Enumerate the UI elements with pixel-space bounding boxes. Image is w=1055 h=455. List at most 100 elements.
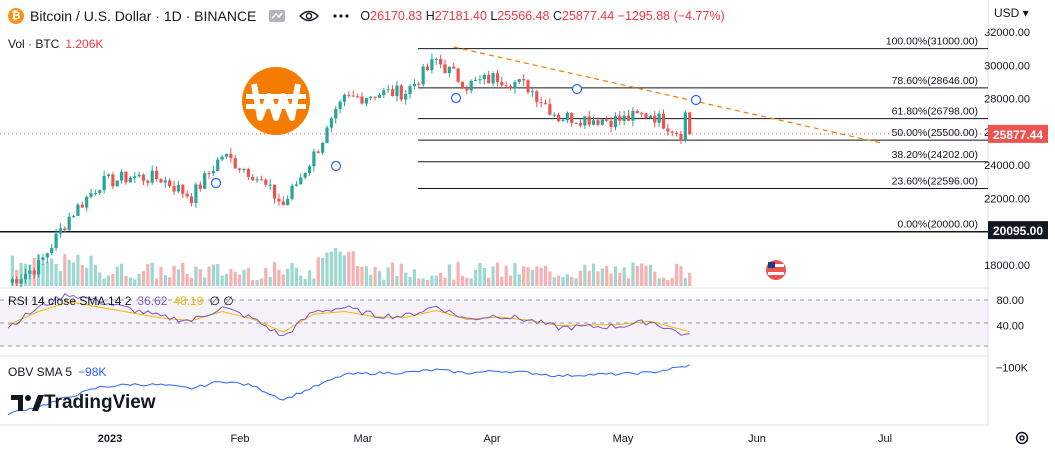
candle-body bbox=[146, 180, 150, 183]
candle-body bbox=[395, 85, 399, 97]
candle-body bbox=[229, 153, 233, 159]
candle-body bbox=[325, 127, 329, 143]
event-marker bbox=[210, 177, 222, 189]
eye-icon[interactable] bbox=[298, 7, 320, 25]
volume-bar bbox=[176, 269, 181, 286]
volume-bar bbox=[351, 251, 355, 286]
candle-body bbox=[539, 102, 543, 104]
volume-bar bbox=[491, 266, 495, 286]
candle-body bbox=[666, 128, 670, 132]
candle-body bbox=[417, 83, 421, 85]
candle-body bbox=[408, 86, 412, 95]
volume-bar bbox=[137, 273, 141, 286]
brand-name: TradingView bbox=[44, 392, 156, 413]
volume-bar bbox=[325, 252, 329, 286]
candle-body bbox=[268, 184, 272, 186]
volume-bar bbox=[404, 272, 408, 286]
compare-icon[interactable] bbox=[266, 7, 288, 25]
candle-body bbox=[631, 110, 635, 121]
volume-bar bbox=[36, 254, 41, 286]
rsi-axis-label: 80.00 bbox=[996, 295, 1024, 307]
volume-bar bbox=[85, 267, 89, 286]
symbol-header: ₿ Bitcoin / U.S. Dollar · 1D · BINANCE O… bbox=[0, 0, 988, 32]
volume-bar bbox=[120, 263, 124, 286]
candle-body bbox=[578, 122, 583, 126]
volume-bar bbox=[666, 279, 670, 286]
candle-body bbox=[626, 115, 631, 121]
fib-level-label: 61.80%(26798.00) bbox=[892, 106, 978, 118]
volume-bar bbox=[124, 275, 128, 286]
candle-body bbox=[329, 118, 333, 128]
volume-bar bbox=[102, 278, 106, 286]
volume-bar bbox=[605, 265, 609, 286]
brand-logo-icon bbox=[242, 67, 310, 135]
candle-body bbox=[657, 113, 661, 123]
brand-logo-w bbox=[251, 83, 301, 121]
candle-body bbox=[50, 248, 54, 254]
candle-body bbox=[491, 73, 495, 84]
volume-bar bbox=[618, 272, 622, 286]
volume-bar bbox=[522, 266, 526, 286]
brand-logo-bar bbox=[246, 94, 306, 99]
candle-body bbox=[338, 101, 342, 109]
more-options-icon[interactable] bbox=[330, 7, 352, 25]
volume-bar bbox=[670, 277, 674, 286]
volume-bar bbox=[281, 274, 285, 286]
brand-logo-circle bbox=[242, 67, 310, 135]
candle-body bbox=[307, 166, 312, 173]
volume-bar bbox=[487, 277, 491, 286]
support-price-label: 20095.00 bbox=[993, 224, 1043, 238]
candle-body bbox=[351, 95, 355, 97]
volume-bar bbox=[54, 264, 58, 286]
volume-bar bbox=[128, 277, 132, 286]
candle-body bbox=[583, 116, 587, 126]
symbol-title[interactable]: Bitcoin / U.S. Dollar · 1D · BINANCE bbox=[30, 8, 257, 24]
volume-bar bbox=[211, 264, 215, 286]
candle-body bbox=[321, 142, 325, 153]
candle-body bbox=[390, 89, 395, 97]
candle-body bbox=[399, 85, 403, 100]
volume-bar bbox=[264, 267, 268, 286]
volume-bar bbox=[591, 263, 596, 286]
tradingview-logo: TradingView bbox=[10, 392, 156, 414]
candle-body bbox=[609, 120, 613, 128]
volume-bar bbox=[233, 271, 237, 286]
candle-body bbox=[412, 83, 417, 87]
change-value: −1295.88 (−4.77%) bbox=[617, 9, 725, 23]
volume-bar bbox=[613, 266, 618, 286]
volume-bar bbox=[504, 265, 508, 286]
candle-body bbox=[98, 190, 102, 194]
brand-logo-bar bbox=[246, 104, 306, 109]
volume-bar bbox=[28, 264, 32, 286]
volume-bar bbox=[80, 264, 84, 286]
volume-bar bbox=[430, 275, 434, 286]
fib-level-label: 23.60%(22596.00) bbox=[892, 176, 978, 188]
volume-bar bbox=[456, 262, 460, 286]
currency-selector[interactable]: USD ▾ bbox=[994, 6, 1029, 20]
us-flag-canton bbox=[768, 262, 775, 268]
volume-bar bbox=[574, 278, 578, 286]
volume-bar bbox=[45, 262, 49, 286]
volume-bar bbox=[631, 262, 635, 286]
volume-bar bbox=[307, 270, 312, 286]
candle-body bbox=[347, 94, 351, 96]
volume-bar bbox=[609, 273, 613, 286]
candle-body bbox=[675, 132, 679, 134]
time-axis-label: Jun bbox=[748, 433, 766, 445]
candle-body bbox=[246, 168, 250, 177]
volume-bar bbox=[150, 262, 154, 286]
gear-icon[interactable] bbox=[1014, 430, 1030, 451]
candle-body bbox=[93, 193, 97, 195]
candle-body bbox=[469, 80, 473, 91]
volume-bar bbox=[408, 276, 412, 286]
candle-body bbox=[653, 115, 657, 123]
volume-bar bbox=[417, 278, 421, 286]
open-value: 26170.83 bbox=[370, 9, 423, 23]
candle-body bbox=[216, 159, 220, 171]
candle-body bbox=[530, 91, 534, 93]
candle-body bbox=[382, 90, 386, 95]
candle-body bbox=[482, 74, 486, 80]
candle-body bbox=[303, 172, 307, 178]
candle-body bbox=[364, 98, 368, 104]
